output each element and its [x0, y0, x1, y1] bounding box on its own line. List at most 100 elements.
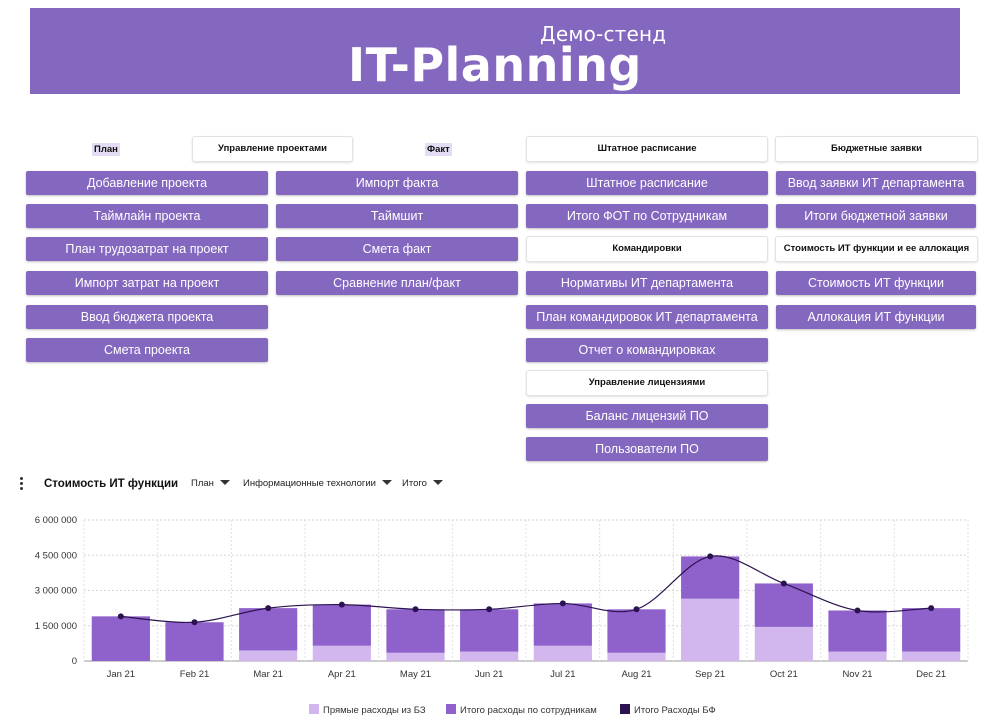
- bar-staff-costs: [681, 556, 740, 599]
- project-budget-input-button[interactable]: Ввод бюджета проекта: [26, 305, 268, 329]
- bar-staff-costs: [239, 608, 298, 651]
- it-cost-button[interactable]: Стоимость ИТ функции: [776, 271, 976, 295]
- software-users-button[interactable]: Пользователи ПО: [526, 437, 768, 461]
- filter-scenario-label: План: [191, 478, 214, 489]
- x-tick-label: Apr 21: [328, 669, 356, 680]
- dropdown-arrow-icon: [432, 480, 443, 485]
- bar-staff-costs: [754, 583, 813, 627]
- x-tick-label: Jan 21: [107, 669, 136, 680]
- bar-staff-costs: [460, 609, 519, 652]
- it-cost-chart: 0 1 500 000 3 000 000 4 500 000 6 000 000 Jan…: [35, 515, 969, 680]
- fact-estimate-button[interactable]: Смета факт: [276, 237, 518, 261]
- total-costs-point: [486, 606, 493, 613]
- total-costs-point: [633, 606, 640, 613]
- legend-item-total[interactable]: Итого Расходы БФ: [620, 704, 716, 716]
- legend-swatch: [620, 704, 630, 714]
- header-title: IT-Planning: [348, 38, 642, 92]
- it-allocation-button[interactable]: Аллокация ИТ функции: [776, 305, 976, 329]
- bar-direct-costs: [902, 651, 961, 661]
- it-request-input-button[interactable]: Ввод заявки ИТ департамента: [776, 171, 976, 195]
- bar-staff-costs: [386, 609, 445, 653]
- bar-direct-costs: [607, 652, 666, 661]
- dropdown-arrow-icon: [381, 480, 392, 485]
- legend-label: Прямые расходы из БЗ: [323, 705, 426, 716]
- payroll-totals-button[interactable]: Итого ФОТ по Сотрудникам: [526, 204, 768, 228]
- legend-swatch: [309, 704, 319, 714]
- total-costs-point: [117, 613, 124, 620]
- y-tick-label: 3 000 000: [35, 586, 77, 597]
- legend-label: Итого расходы по сотрудникам: [460, 705, 597, 716]
- it-cost-allocation-header: Стоимость ИТ функции и ее аллокация: [775, 236, 978, 262]
- x-tick-label: Oct 21: [770, 669, 798, 680]
- x-tick-label: Sep 21: [695, 669, 725, 680]
- licenses-header: Управление лицензиями: [526, 370, 768, 396]
- x-tick-label: May 21: [400, 669, 431, 680]
- add-project-button[interactable]: Добавление проекта: [26, 171, 268, 195]
- filter-total[interactable]: Итого: [402, 478, 443, 489]
- legend-item-staff[interactable]: Итого расходы по сотрудникам: [446, 704, 597, 716]
- total-costs-point: [707, 553, 714, 560]
- filter-total-label: Итого: [402, 478, 427, 489]
- bar-direct-costs: [828, 651, 887, 661]
- y-tick-label: 1 500 000: [35, 621, 77, 632]
- staffing-button[interactable]: Штатное расписание: [526, 171, 768, 195]
- filter-scenario[interactable]: План: [191, 478, 230, 489]
- x-tick-label: Feb 21: [180, 669, 210, 680]
- dropdown-arrow-icon: [219, 480, 230, 485]
- total-costs-point: [780, 580, 787, 587]
- bar-direct-costs: [533, 645, 592, 661]
- trip-report-button[interactable]: Отчет о командировках: [526, 338, 768, 362]
- it-norms-button[interactable]: Нормативы ИТ департамента: [526, 271, 768, 295]
- project-management-header: Управление проектами: [192, 136, 353, 162]
- bar-direct-costs: [754, 626, 813, 661]
- more-options-icon[interactable]: [18, 476, 24, 492]
- legend-swatch: [446, 704, 456, 714]
- staffing-header: Штатное расписание: [526, 136, 768, 162]
- bar-direct-costs: [460, 651, 519, 661]
- budget-request-totals-button[interactable]: Итоги бюджетной заявки: [776, 204, 976, 228]
- total-costs-point: [854, 607, 861, 614]
- project-estimate-button[interactable]: Смета проекта: [26, 338, 268, 362]
- chart-title: Стоимость ИТ функции: [44, 478, 179, 490]
- project-effort-plan-button[interactable]: План трудозатрат на проект: [26, 237, 268, 261]
- plan-fact-compare-button[interactable]: Сравнение план/факт: [276, 271, 518, 295]
- filter-department-label: Информационные технологии: [243, 478, 376, 489]
- import-project-costs-button[interactable]: Импорт затрат на проект: [26, 271, 268, 295]
- y-tick-label: 0: [72, 656, 77, 667]
- total-costs-point: [265, 605, 272, 612]
- total-costs-point: [559, 600, 566, 607]
- total-costs-line: [120, 555, 932, 624]
- x-tick-label: Jul 21: [550, 669, 575, 680]
- header-subtitle: Демо-стенд: [540, 22, 667, 46]
- bar-direct-costs: [239, 650, 298, 661]
- bar-staff-costs: [533, 603, 592, 646]
- x-tick-label: Dec 21: [916, 669, 946, 680]
- total-costs-point: [412, 606, 419, 613]
- plan-label: План: [92, 143, 120, 156]
- legend-item-direct[interactable]: Прямые расходы из БЗ: [309, 704, 426, 716]
- chart-toolbar: Стоимость ИТ функции План Информационные…: [14, 474, 514, 494]
- project-timeline-button[interactable]: Таймлайн проекта: [26, 204, 268, 228]
- license-balance-button[interactable]: Баланс лицензий ПО: [526, 404, 768, 428]
- total-costs-point: [928, 605, 935, 612]
- bar-staff-costs: [828, 610, 887, 652]
- filter-department[interactable]: Информационные технологии: [243, 478, 392, 489]
- bar-direct-costs: [681, 598, 740, 661]
- budget-requests-header: Бюджетные заявки: [775, 136, 978, 162]
- bar-direct-costs: [312, 645, 371, 661]
- y-tick-label: 4 500 000: [35, 550, 77, 561]
- fact-label: Факт: [425, 143, 452, 156]
- business-trips-header: Командировки: [526, 236, 768, 262]
- timesheet-button[interactable]: Таймшит: [276, 204, 518, 228]
- total-costs-point: [338, 601, 345, 608]
- trip-plan-button[interactable]: План командировок ИТ департамента: [526, 305, 768, 329]
- import-fact-button[interactable]: Импорт факта: [276, 171, 518, 195]
- header-banner: Демо-стенд IT-Planning: [30, 8, 960, 94]
- y-tick-label: 6 000 000: [35, 515, 77, 526]
- x-tick-label: Mar 21: [253, 669, 283, 680]
- x-tick-label: Nov 21: [842, 669, 872, 680]
- x-tick-label: Aug 21: [621, 669, 651, 680]
- legend-label: Итого Расходы БФ: [634, 705, 716, 716]
- bar-staff-costs: [165, 622, 224, 661]
- bar-staff-costs: [312, 604, 371, 646]
